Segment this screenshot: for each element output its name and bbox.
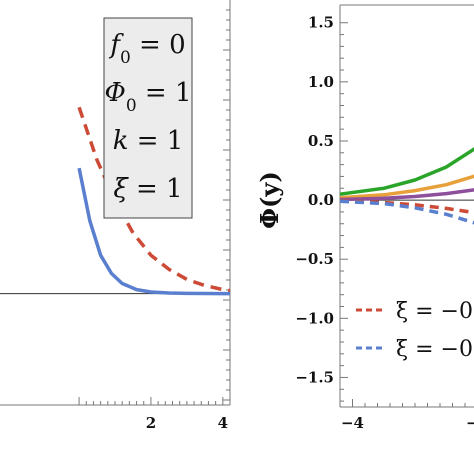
right-series-line-1 xyxy=(339,174,474,200)
left-chart: 2 4 f0 = 0 Φ0 = 1 k = 1 ξ = 1 xyxy=(0,0,231,432)
right-y-tick-label: 1.0 xyxy=(308,73,334,91)
right-series-line-4 xyxy=(339,199,474,225)
right-y-tick-label: −1.5 xyxy=(295,368,334,386)
parameter-label: f0 = 0 xyxy=(108,30,185,68)
legend-label: ξ = −0. xyxy=(396,299,474,324)
right-y-tick-label: 1.5 xyxy=(308,14,334,32)
parameter-label: Φ0 = 1 xyxy=(104,78,191,116)
right-y-tick-label: 0.0 xyxy=(308,191,334,209)
parameter-label: k = 1 xyxy=(113,126,184,156)
left-x-tick-label: 2 xyxy=(146,414,156,432)
right-series-line-3 xyxy=(339,198,474,215)
right-x-tick-label: −4 xyxy=(341,414,364,432)
parameter-label: ξ = 1 xyxy=(113,174,182,204)
parameter-box xyxy=(103,17,193,219)
right-y-tick-label: 0.5 xyxy=(308,132,334,150)
right-series-line-0 xyxy=(339,147,474,196)
right-series-line-2 xyxy=(339,188,474,202)
right-x-tick-label: −2 xyxy=(466,414,474,432)
right-y-tick-label: −0.5 xyxy=(295,250,334,268)
legend-label: ξ = −0. xyxy=(396,337,474,362)
right-y-tick-label: −1.0 xyxy=(295,309,334,327)
left-x-tick-label: 4 xyxy=(218,414,228,432)
right-chart: 1.5 1.0 0.5 0.0 −0.5 −1.0 −1.5 −4 −2 Φ(y) ξ = −0. ξ… xyxy=(255,4,474,432)
right-y-axis-label: Φ(y) xyxy=(255,171,284,229)
left-series-line-1 xyxy=(77,167,230,296)
